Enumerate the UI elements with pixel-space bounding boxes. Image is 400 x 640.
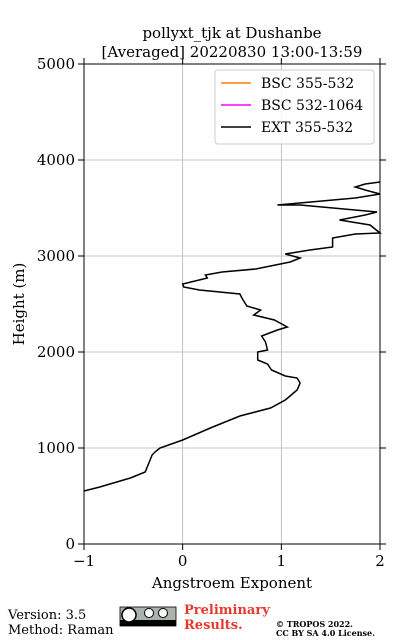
y-tick-label: 4000: [37, 151, 75, 169]
preliminary: Preliminary: [184, 603, 270, 618]
preliminary: Results.: [184, 618, 243, 633]
legend-box: [214, 69, 375, 145]
legend-label: BSC 355-532: [261, 76, 354, 92]
y-tick-label: 5000: [37, 55, 75, 73]
copyright: © TROPOS 2022.: [276, 619, 353, 629]
cc-icon: [119, 606, 177, 627]
x-axis-label: Angstroem Exponent: [151, 574, 312, 592]
profile-line: [83, 181, 383, 492]
y-tick-label: 3000: [37, 247, 75, 265]
version: Version: 3.5: [7, 608, 86, 623]
chart-subtitle: [Averaged] 20220830 13:00-13:59: [102, 43, 363, 61]
legend-label: BSC 532-1064: [261, 98, 363, 114]
y-tick-label: 2000: [37, 343, 75, 361]
method: Method: Raman: [8, 623, 114, 638]
legend-label: EXT 355-532: [261, 120, 353, 136]
chart-title: pollyxt_tjk at Dushanbe: [142, 24, 321, 42]
y-tick-label: 1000: [37, 439, 75, 457]
x-tick-label: −1: [73, 552, 95, 570]
y-axis-label: Height (m): [10, 263, 28, 346]
x-tick-label: 0: [178, 552, 188, 570]
x-tick-label: 1: [277, 552, 287, 570]
license: CC BY SA 4.0 License.: [276, 628, 375, 638]
plot-frame: [83, 63, 381, 545]
x-tick-label: 2: [375, 552, 385, 570]
y-tick-label: 0: [65, 535, 75, 553]
